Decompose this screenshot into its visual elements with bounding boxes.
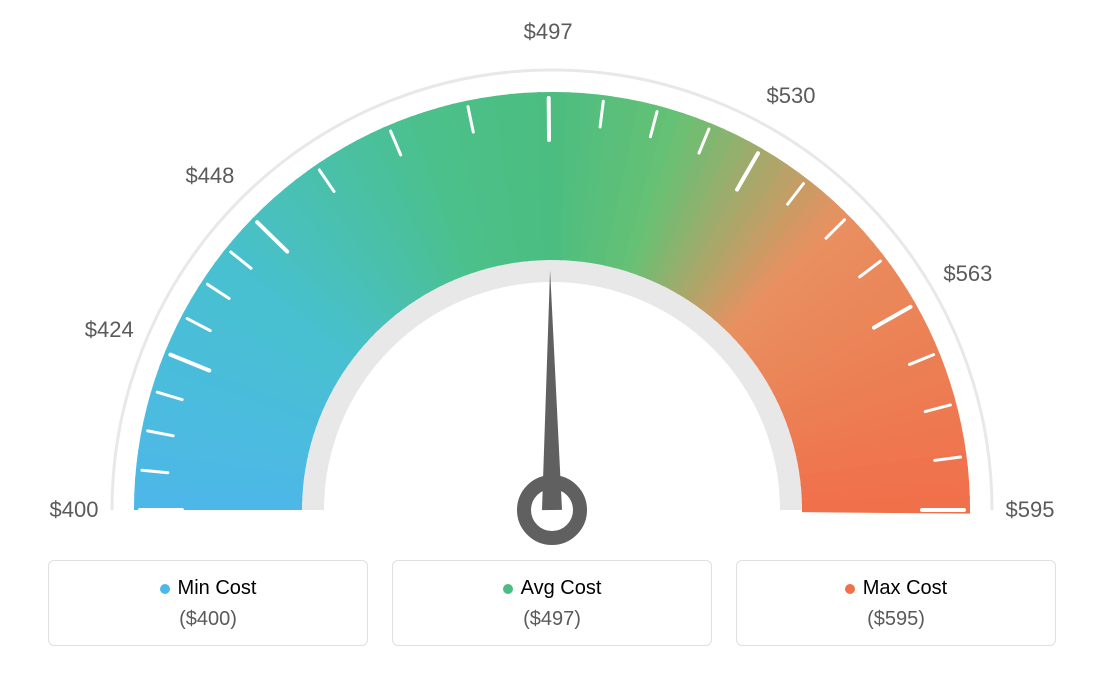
legend-max-card: Max Cost ($595) xyxy=(736,560,1056,646)
legend-min-card: Min Cost ($400) xyxy=(48,560,368,646)
dot-icon xyxy=(160,584,170,594)
gauge-tick-label: $424 xyxy=(85,317,134,343)
legend-avg-card: Avg Cost ($497) xyxy=(392,560,712,646)
legend-max-value: ($595) xyxy=(737,608,1055,631)
gauge-tick-label: $530 xyxy=(767,83,816,109)
legend-row: Min Cost ($400) Avg Cost ($497) Max Cost… xyxy=(0,560,1104,666)
dot-icon xyxy=(503,584,513,594)
dot-icon xyxy=(845,584,855,594)
gauge-tick-label: $563 xyxy=(943,261,992,287)
gauge-tick-label: $448 xyxy=(185,163,234,189)
legend-avg-label: Avg Cost xyxy=(521,577,602,600)
legend-max-label: Max Cost xyxy=(863,577,947,600)
gauge-svg xyxy=(0,0,1104,560)
legend-max-title: Max Cost xyxy=(845,577,947,600)
legend-min-label: Min Cost xyxy=(178,577,257,600)
cost-gauge-chart: $400 $424 $448 $497 $530 $563 $595 xyxy=(0,0,1104,560)
gauge-tick-label: $595 xyxy=(1006,497,1055,523)
legend-avg-value: ($497) xyxy=(393,608,711,631)
gauge-tick-label: $497 xyxy=(524,19,573,45)
legend-min-title: Min Cost xyxy=(160,577,257,600)
legend-avg-title: Avg Cost xyxy=(503,577,602,600)
gauge-tick-label: $400 xyxy=(50,497,99,523)
legend-min-value: ($400) xyxy=(49,608,367,631)
